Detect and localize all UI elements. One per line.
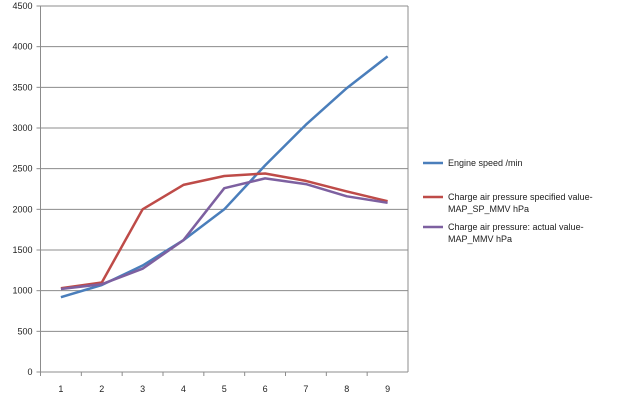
x-tick-label: 6	[263, 384, 268, 394]
y-tick-label: 2500	[12, 164, 32, 174]
y-tick-label: 1000	[12, 286, 32, 296]
y-tick-label: 3000	[12, 123, 32, 133]
legend-label: Charge air pressure specified value-MAP_…	[448, 192, 593, 214]
x-tick-label: 9	[385, 384, 390, 394]
x-tick-label: 3	[140, 384, 145, 394]
x-tick-label: 1	[58, 384, 63, 394]
x-tick-label: 8	[344, 384, 349, 394]
x-tick-label: 4	[181, 384, 186, 394]
y-tick-label: 1500	[12, 245, 32, 255]
series-line	[60, 177, 388, 291]
x-tick-label: 5	[222, 384, 227, 394]
y-tick-label: 2000	[12, 204, 32, 214]
x-tick-label: 2	[99, 384, 104, 394]
y-tick-label: 3500	[12, 82, 32, 92]
legend-label: Charge air pressure: actual value-MAP_MM…	[448, 222, 584, 244]
y-tick-label: 4000	[12, 42, 32, 52]
y-tick-label: 0	[27, 367, 32, 377]
x-tick-label: 7	[303, 384, 308, 394]
y-tick-label: 500	[17, 326, 32, 336]
legend-label: Engine speed /min	[448, 158, 523, 168]
y-tick-label: 4500	[12, 1, 32, 11]
series-line	[60, 172, 388, 290]
